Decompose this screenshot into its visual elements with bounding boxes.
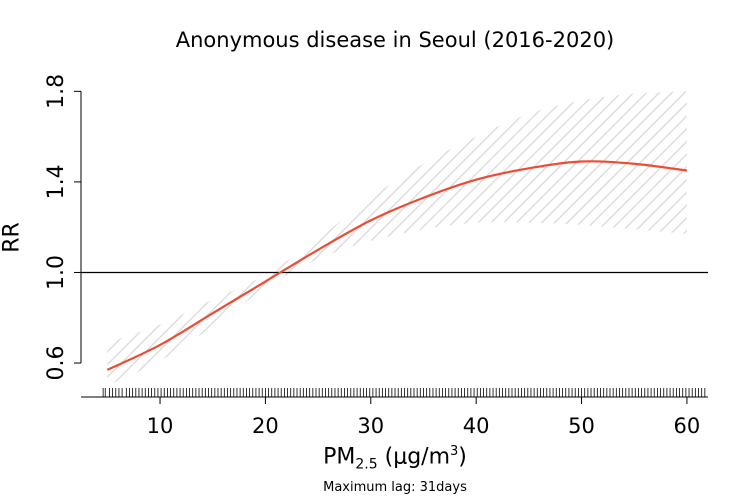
x-tick-label: 40 <box>463 414 490 438</box>
x-axis-label-subscript: 2.5 <box>355 456 378 473</box>
chart-title: Anonymous disease in Seoul (2016-2020) <box>175 28 615 52</box>
x-axis-label-unit-close: ) <box>458 444 467 470</box>
y-tick-label: 1.8 <box>44 74 69 109</box>
max-lag-note: Maximum lag: 31days <box>323 480 467 495</box>
y-axis-label: RR <box>0 222 25 253</box>
y-tick-label: 1.0 <box>44 255 69 290</box>
x-axis-label-main: PM <box>323 444 356 470</box>
rr-curve <box>106 160 688 371</box>
y-tick-label: 1.4 <box>44 164 69 199</box>
x-tick-label: 60 <box>674 414 701 438</box>
x-tick-label: 20 <box>252 414 279 438</box>
x-axis-label: PM2.5 (μg/m3) <box>80 444 710 473</box>
y-tick-label: 0.6 <box>44 346 69 381</box>
x-tick-label: 50 <box>568 414 595 438</box>
confidence-band <box>107 91 687 386</box>
x-axis-label-unit: (μg/m <box>377 444 451 470</box>
x-axis-label-superscript: 3 <box>450 444 459 459</box>
x-tick-label: 10 <box>147 414 174 438</box>
x-tick-label: 30 <box>357 414 384 438</box>
